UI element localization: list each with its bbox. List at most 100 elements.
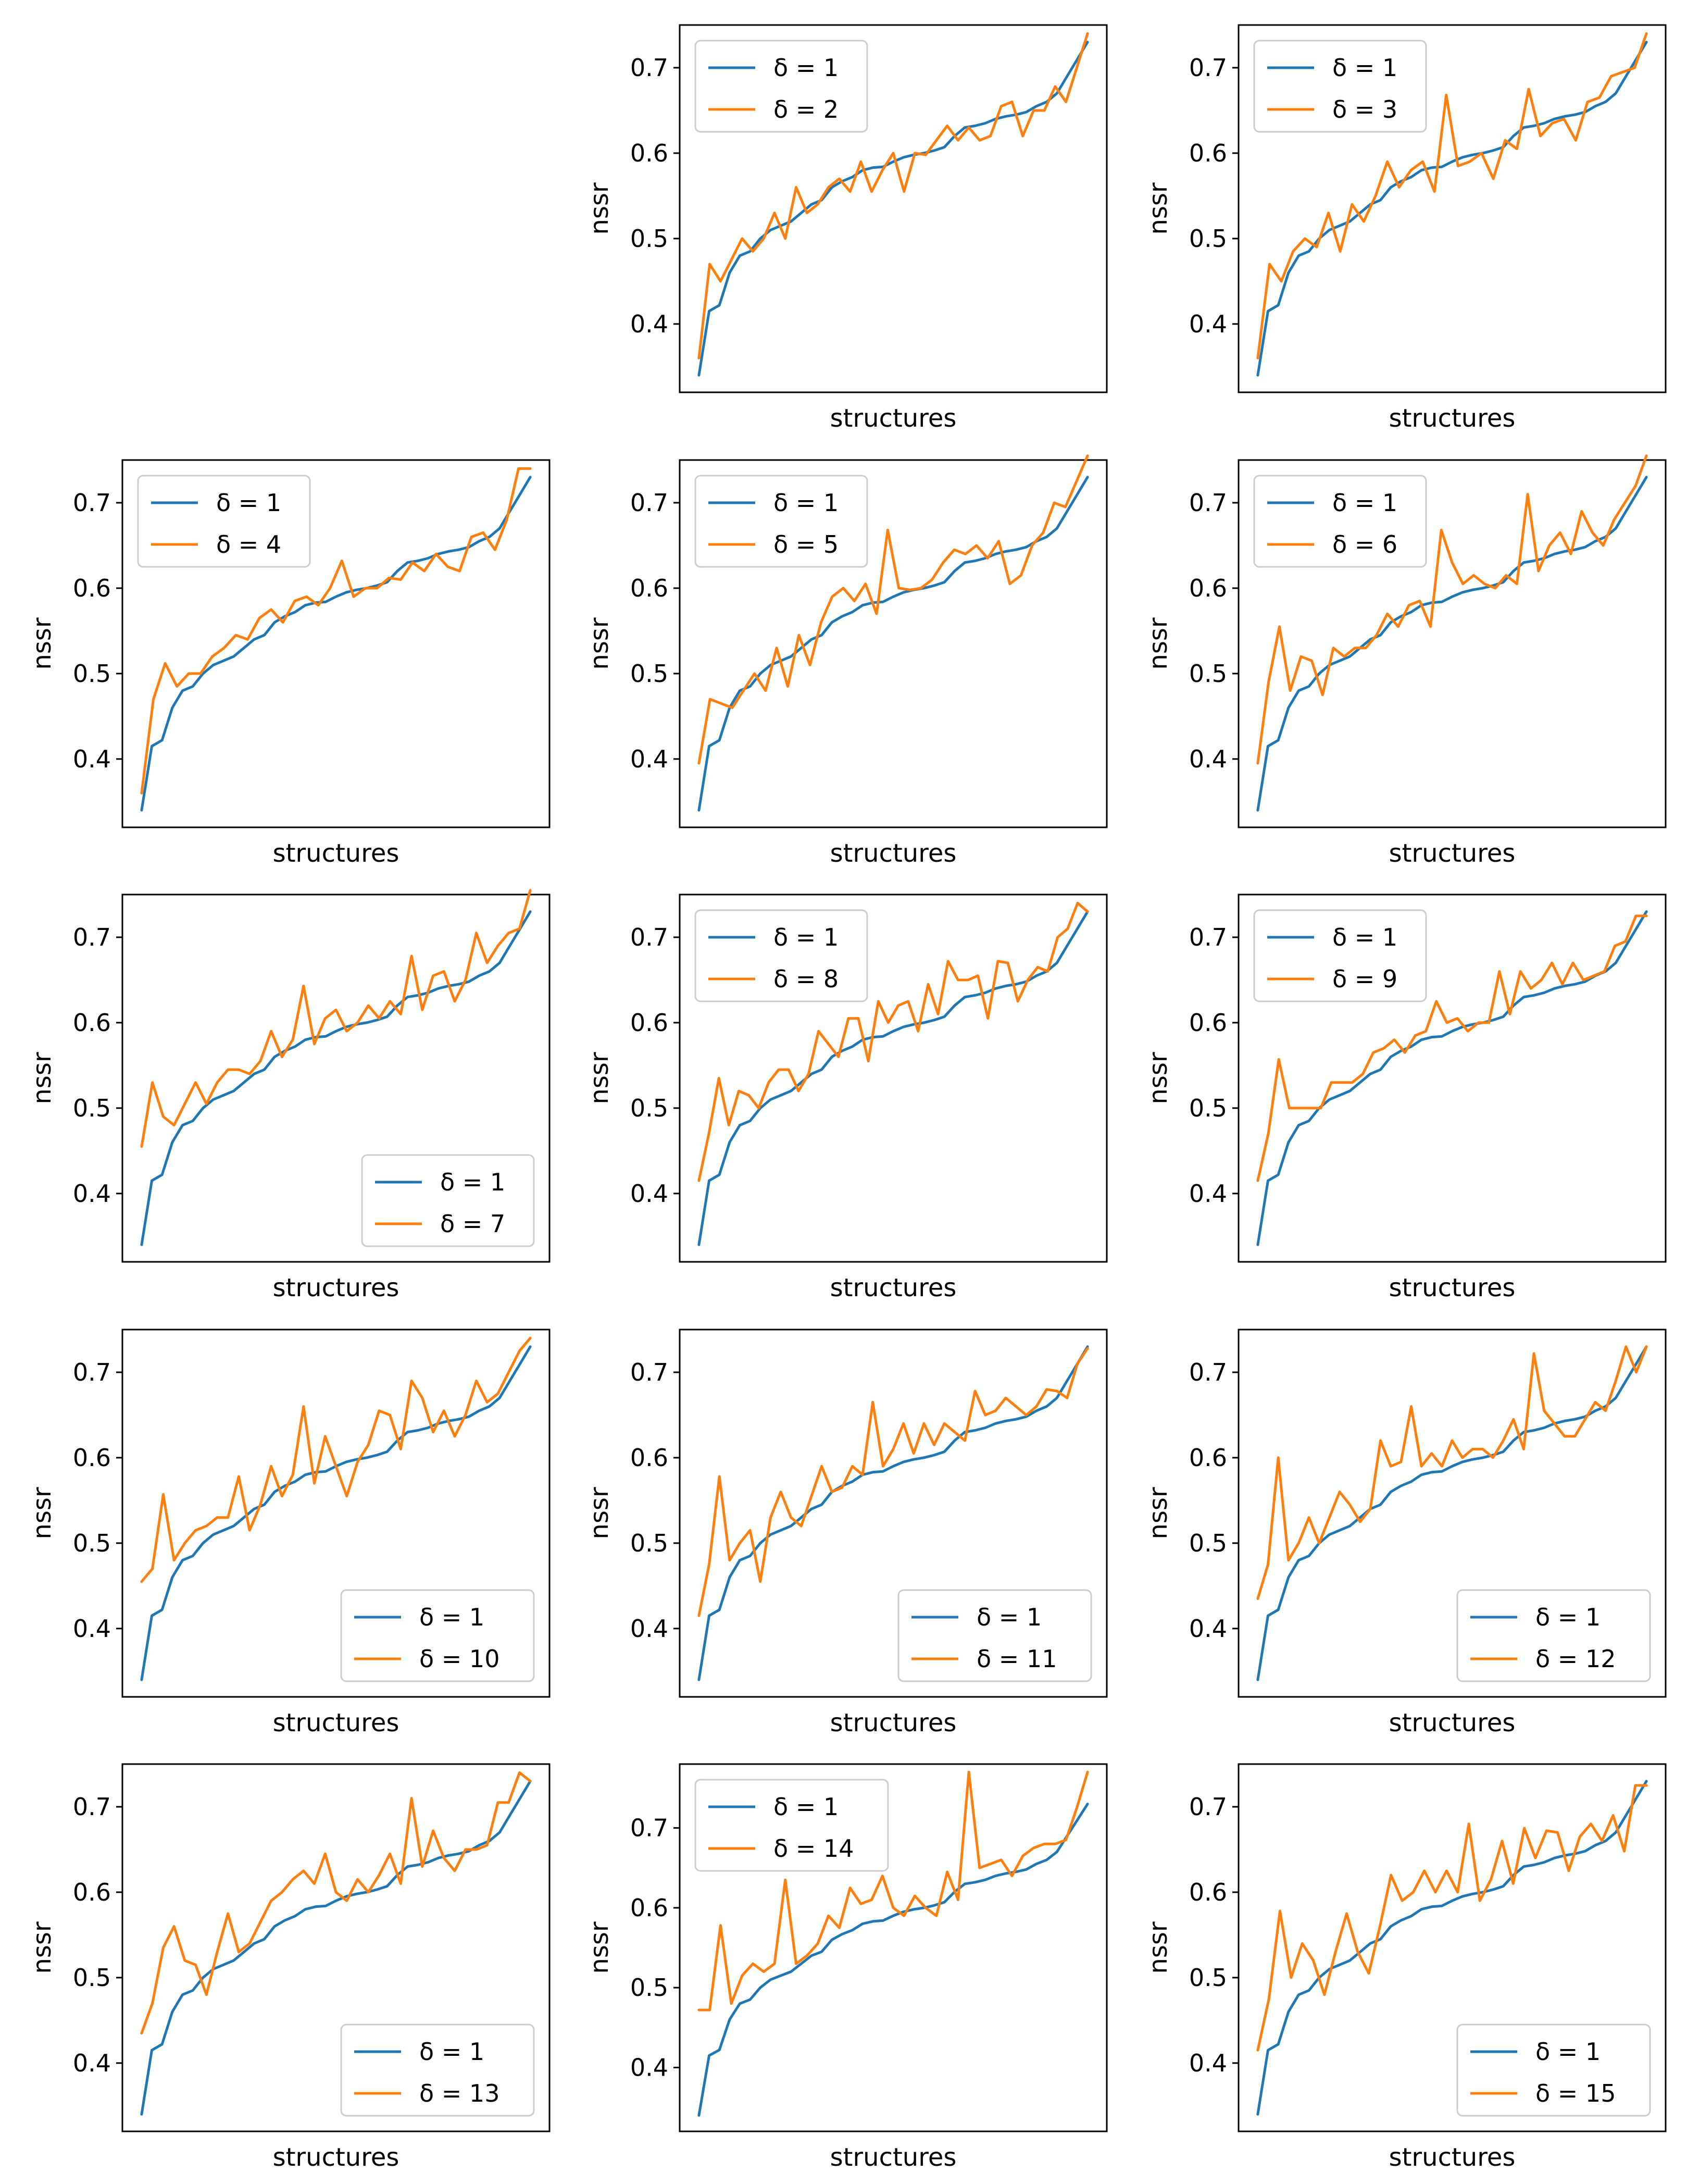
y-tick-label: 0.5 [73,1964,111,1992]
series-line-baseline [1256,41,1648,377]
legend-label: δ = 10 [419,1645,499,1673]
y-axis-label: nssr [28,1052,57,1104]
y-axis-label: nssr [28,1921,57,1974]
chart-panel-12: 0.4 0.5 0.6 0.7 nssr structures δ = 1 δ = 12 [1144,1329,1667,1738]
y-tick-label: 0.6 [73,1444,111,1472]
y-tick-label: 0.6 [1189,1009,1227,1037]
chart-panel-11: 0.4 0.5 0.6 0.7 nssr structures δ = 1 δ = 11 [585,1329,1108,1738]
y-axis-label: nssr [585,617,614,669]
y-axis-label: nssr [1144,1921,1173,1974]
series-line-baseline [697,1803,1089,2117]
series-line-compare [697,32,1089,359]
series-line-compare [1256,1345,1648,1600]
y-tick-label: 0.4 [1189,1180,1227,1208]
y-axis-label: nssr [585,1487,614,1539]
legend: δ = 1 δ = 8 [694,909,868,1002]
y-tick-label: 0.5 [1189,1094,1227,1122]
y-axis-label: nssr [585,1052,614,1104]
y-tick-label: 0.6 [1189,574,1227,602]
y-tick-label: 0.5 [1189,225,1227,253]
y-axis-label: nssr [28,1487,57,1539]
y-tick-label: 0.4 [73,2049,111,2077]
y-tick-label: 0.4 [1189,2049,1227,2077]
series-line-compare [697,901,1089,1182]
x-axis-label: structures [830,839,957,868]
y-tick-label: 0.5 [630,660,668,688]
y-axis-label: nssr [1144,182,1173,234]
legend-label: δ = 1 [1535,2038,1601,2066]
x-axis-label: structures [1389,1273,1516,1302]
legend-label: δ = 1 [1332,54,1397,82]
series-line-baseline [697,1345,1089,1681]
legend-label: δ = 9 [1332,965,1397,993]
series-line-compare [1256,32,1648,359]
legend-label: δ = 8 [773,965,839,993]
chart-panel-2: 0.4 0.5 0.6 0.7 nssr structures δ = 1 δ = 2 [585,24,1108,433]
legend: δ = 1 δ = 5 [694,475,868,568]
y-tick-label: 0.4 [73,745,111,773]
chart-panel-14: 0.4 0.5 0.6 0.7 nssr structures δ = 1 δ = 14 [585,1763,1108,2172]
y-axis-label: nssr [585,1921,614,1974]
y-axis-label: nssr [1144,1052,1173,1104]
y-tick-label: 0.6 [73,1009,111,1037]
y-tick-label: 0.7 [1189,1793,1227,1821]
y-tick-label: 0.6 [73,574,111,602]
series-line-compare [697,454,1089,765]
legend-label: δ = 11 [977,1645,1057,1673]
series-line-baseline [1256,1780,1648,2116]
x-axis-label: structures [273,839,399,868]
y-tick-label: 0.4 [1189,310,1227,338]
legend-label: δ = 1 [1332,923,1397,951]
series-line-baseline [1256,476,1648,812]
legend-label: δ = 13 [419,2079,499,2107]
legend-label: δ = 14 [773,1834,854,1863]
y-tick-label: 0.5 [630,225,668,253]
legend-label: δ = 6 [1332,530,1397,559]
y-axis-label: nssr [28,617,57,669]
y-tick-label: 0.4 [630,310,668,338]
legend-label: δ = 1 [440,1168,505,1196]
y-tick-label: 0.7 [73,923,111,951]
x-axis-label: structures [830,1273,957,1302]
legend: δ = 1 δ = 4 [137,475,311,568]
legend-label: δ = 1 [419,2038,484,2066]
series-line-compare [140,467,532,795]
legend-label: δ = 1 [216,489,281,517]
y-tick-label: 0.6 [73,1878,111,1906]
legend-label: δ = 1 [1332,489,1397,517]
x-axis-label: structures [273,1273,399,1302]
chart-panel-10: 0.4 0.5 0.6 0.7 nssr structures δ = 1 δ = 10 [28,1329,551,1738]
y-tick-label: 0.7 [630,489,668,517]
chart-panel-3: 0.4 0.5 0.6 0.7 nssr structures δ = 1 δ = 3 [1144,24,1667,433]
chart-panel-15: 0.4 0.5 0.6 0.7 nssr structures δ = 1 δ = 15 [1144,1763,1667,2172]
legend-label: δ = 5 [773,530,839,559]
x-axis-label: structures [1389,2143,1516,2172]
x-axis-label: structures [830,1708,957,1738]
legend: δ = 1 δ = 10 [340,1589,535,1682]
x-axis-label: structures [830,404,957,433]
chart-panel-9: 0.4 0.5 0.6 0.7 nssr structures δ = 1 δ = 9 [1144,894,1667,1302]
y-tick-label: 0.7 [73,1793,111,1821]
chart-panel-13: 0.4 0.5 0.6 0.7 nssr structures δ = 1 δ = 13 [28,1763,551,2172]
legend-label: δ = 12 [1535,1645,1616,1673]
y-tick-label: 0.4 [1189,745,1227,773]
chart-panel-4: 0.4 0.5 0.6 0.7 nssr structures δ = 1 δ = 4 [28,459,551,868]
y-tick-label: 0.5 [630,1094,668,1122]
legend: δ = 1 δ = 3 [1253,40,1427,133]
legend-label: δ = 2 [773,95,839,123]
y-tick-label: 0.5 [73,660,111,688]
chart-panel-8: 0.4 0.5 0.6 0.7 nssr structures δ = 1 δ = 8 [585,894,1108,1302]
y-tick-label: 0.7 [73,1358,111,1386]
chart-panel-7: 0.4 0.5 0.6 0.7 nssr structures δ = 1 δ = 7 [28,889,551,1302]
y-tick-label: 0.5 [630,1974,668,2002]
legend: δ = 1 δ = 9 [1253,909,1427,1002]
legend-label: δ = 1 [773,54,839,82]
legend: δ = 1 δ = 13 [340,2024,535,2117]
y-axis-label: nssr [1144,617,1173,669]
x-axis-label: structures [830,2143,957,2172]
legend-label: δ = 1 [773,489,839,517]
series-line-compare [140,1771,532,2034]
legend-label: δ = 4 [216,530,281,559]
y-tick-label: 0.7 [73,489,111,517]
